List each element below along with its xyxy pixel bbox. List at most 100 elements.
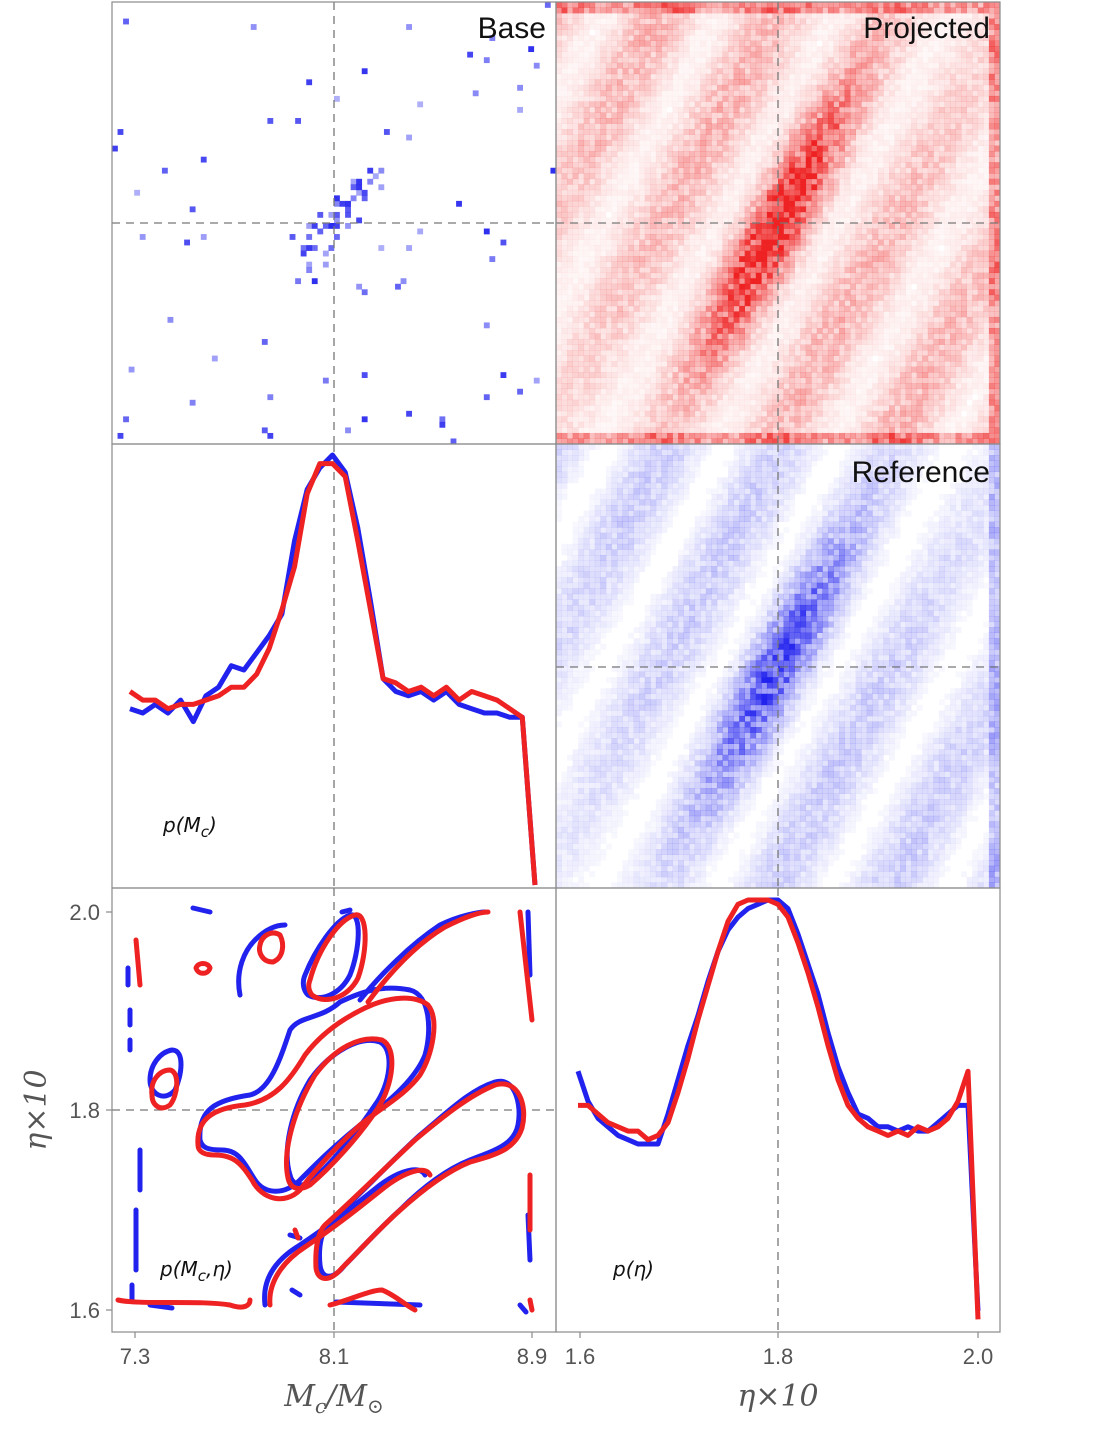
heatmap-cell <box>600 344 607 351</box>
heatmap-cell <box>678 167 684 174</box>
heatmap-cell <box>700 261 707 268</box>
heatmap-cell <box>750 421 757 428</box>
heatmap-cell <box>800 278 807 285</box>
heatmap-cell <box>772 51 779 58</box>
heatmap-cell <box>617 2 623 8</box>
heatmap-cell <box>844 35 851 41</box>
heatmap-cell <box>678 95 684 102</box>
heatmap-cell <box>822 300 829 307</box>
heatmap-cell <box>561 278 568 285</box>
heatmap-cell <box>772 40 779 47</box>
heatmap-cell <box>383 129 390 135</box>
heatmap-cell <box>789 2 795 8</box>
heatmap-cell <box>594 145 601 152</box>
heatmap-cell <box>766 416 773 423</box>
heatmap-cell <box>755 272 762 279</box>
heatmap-cell <box>750 327 757 334</box>
heatmap-cell <box>605 399 612 406</box>
heatmap-cell <box>755 305 762 312</box>
heatmap-cell <box>811 283 818 290</box>
heatmap-cell <box>678 327 684 334</box>
heatmap-cell <box>794 123 801 130</box>
heatmap-cell <box>866 95 873 102</box>
heatmap-cell <box>839 40 845 47</box>
heatmap-cell <box>861 250 868 257</box>
heatmap-cell <box>839 189 845 196</box>
heatmap-cell <box>472 90 479 97</box>
heatmap-cell <box>733 40 740 47</box>
heatmap-cell <box>605 234 612 240</box>
heatmap-cell <box>755 40 762 47</box>
heatmap-cell <box>883 84 890 91</box>
heatmap-cell <box>689 211 696 218</box>
heatmap-cell <box>744 156 751 163</box>
heatmap-cell <box>728 68 734 75</box>
heatmap-cell <box>583 344 590 351</box>
heatmap-cell <box>594 73 601 80</box>
heatmap-cell <box>716 2 723 8</box>
heatmap-cell <box>639 267 646 274</box>
heatmap-cell <box>872 327 879 334</box>
heatmap-cell <box>783 267 790 274</box>
heatmap-cell <box>855 427 862 434</box>
heatmap-cell <box>567 300 573 307</box>
heatmap-cell <box>889 250 895 257</box>
heatmap-cell <box>794 388 801 395</box>
heatmap-cell <box>833 13 840 19</box>
heatmap-cell <box>661 388 668 395</box>
heatmap-cell <box>761 355 768 362</box>
heatmap-cell <box>711 311 718 318</box>
heatmap-cell <box>667 267 673 274</box>
heatmap-cell <box>711 51 718 58</box>
heatmap-cell <box>766 195 773 202</box>
heatmap-cell <box>877 118 884 124</box>
heatmap-cell <box>672 68 679 75</box>
heatmap-cell <box>783 361 790 367</box>
heatmap-cell <box>567 151 573 158</box>
heatmap-cell <box>694 261 701 268</box>
heatmap-cell <box>655 305 662 312</box>
heatmap-cell <box>639 283 646 290</box>
heatmap-cell <box>617 24 623 30</box>
heatmap-cell <box>877 421 884 428</box>
heatmap-cell <box>672 366 679 373</box>
heatmap-cell <box>667 261 673 268</box>
heatmap-cell <box>794 156 801 163</box>
heatmap-cell <box>839 355 845 362</box>
heatmap-cell <box>695 41 701 47</box>
heatmap-cell <box>700 432 707 439</box>
heatmap-cell <box>700 283 707 290</box>
heatmap-cell <box>872 156 879 163</box>
heatmap-cell <box>755 239 762 246</box>
heatmap-cell <box>778 316 784 323</box>
heatmap-cell <box>889 394 895 401</box>
heatmap-cell <box>683 256 690 262</box>
heatmap-cell <box>678 267 684 274</box>
heatmap-cell <box>861 432 868 439</box>
heatmap-cell <box>778 283 784 290</box>
heatmap-cell <box>694 68 701 75</box>
heatmap-cell <box>766 200 773 207</box>
heatmap-cell <box>844 195 851 202</box>
heatmap-cell <box>850 311 856 318</box>
heatmap-cell <box>794 250 801 257</box>
heatmap-cell <box>628 140 634 146</box>
heatmap-cell <box>694 106 701 113</box>
heatmap-cell <box>855 339 862 345</box>
heatmap-cell <box>866 305 873 312</box>
heatmap-cell <box>633 438 640 444</box>
heatmap-cell <box>761 162 768 169</box>
heatmap-cell <box>822 51 829 58</box>
heatmap-cell <box>705 372 712 379</box>
heatmap-cell <box>872 18 879 25</box>
heatmap-cell <box>761 438 768 444</box>
heatmap-cell <box>678 184 684 191</box>
heatmap-cell <box>816 234 823 240</box>
heatmap-cell <box>594 267 601 274</box>
heatmap-cell <box>861 327 868 334</box>
heatmap-cell <box>794 256 801 262</box>
heatmap-cell <box>661 410 668 417</box>
heatmap-cell <box>622 46 629 53</box>
heatmap-cell <box>683 311 690 318</box>
heatmap-cell <box>722 195 729 202</box>
